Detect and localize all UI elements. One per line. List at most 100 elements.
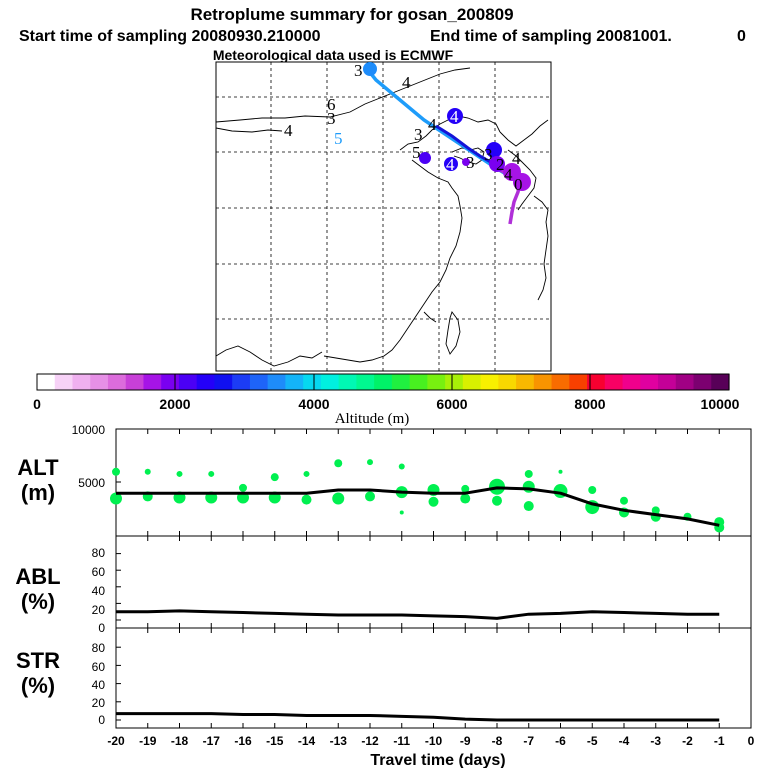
alt-scatter-point — [365, 491, 375, 502]
colorbar-tick: 0 — [33, 396, 41, 412]
trajectory-marker — [419, 152, 431, 164]
map-label: 3 — [484, 145, 493, 164]
x-tick-label: -17 — [203, 734, 221, 748]
trajectory-marker — [513, 173, 531, 191]
str-y-tick: 0 — [98, 713, 105, 727]
colorbar-tick: 10000 — [701, 396, 740, 412]
alt-scatter-point — [558, 469, 563, 474]
x-tick-label: -15 — [266, 734, 284, 748]
trajectory-markers — [363, 62, 531, 191]
alt-title: ALT — [17, 455, 59, 480]
alt-scatter-point — [239, 483, 247, 492]
alt-scatter-point — [144, 468, 151, 475]
map-label: 4 — [450, 107, 459, 126]
str-title: STR — [16, 648, 60, 673]
trajectory-marker — [447, 108, 463, 124]
colorbar-swatch — [658, 374, 677, 390]
map-label: 0 — [514, 175, 523, 194]
map-labels: 4 6 3 4 5 3 4 4 3 5 4 3 3 2 4 4 0 — [284, 61, 523, 194]
x-tick-label: -12 — [361, 734, 379, 748]
colorbar-swatch — [604, 374, 624, 390]
alt-y-tick: 5000 — [78, 476, 105, 490]
abl-y-tick: 80 — [92, 546, 106, 560]
colorbar-swatch — [249, 374, 269, 390]
trajectory-marker — [486, 142, 502, 158]
colorbar-swatch — [72, 374, 91, 390]
alt-scatter — [110, 459, 725, 533]
x-tick-label: -9 — [460, 734, 471, 748]
abl-y-tick: 60 — [92, 565, 106, 579]
abl-title: ABL — [15, 564, 60, 589]
alt-scatter-point — [176, 470, 183, 477]
map-label: 5 — [412, 143, 421, 162]
abl-y-ticks: 80 60 40 20 0 — [92, 546, 106, 635]
colorbar-swatch — [711, 374, 730, 390]
colorbar-tick: 2000 — [159, 396, 190, 412]
x-tick-label: -14 — [298, 734, 316, 748]
x-tick-label: -8 — [492, 734, 503, 748]
map-label: 4 — [512, 149, 521, 168]
colorbar-swatch — [675, 374, 695, 390]
map-label: 3 — [354, 61, 363, 80]
alt-scatter-point — [303, 470, 310, 477]
alt-scatter-point — [399, 510, 404, 515]
map-graticule — [216, 62, 551, 371]
colorbar-swatch — [533, 374, 553, 390]
colorbar-swatch — [214, 374, 233, 390]
colorbar-swatch — [356, 374, 375, 390]
colorbar-swatch — [303, 374, 322, 390]
end-time-suffix: 0 — [737, 28, 746, 45]
alt-scatter-point — [367, 459, 373, 466]
map-panel: 4 6 3 4 5 3 4 4 3 5 4 3 3 2 4 4 0 — [215, 61, 552, 372]
alt-scatter-point — [620, 496, 628, 505]
map-frame — [215, 61, 552, 372]
map-label: 3 — [466, 153, 475, 172]
alt-scatter-point — [492, 495, 502, 506]
colorbar-swatch — [391, 374, 411, 390]
map-label: 4 — [428, 115, 437, 134]
alt-scatter-point — [301, 494, 312, 505]
abl-y-tick: 40 — [92, 584, 106, 598]
colorbar-tick: 4000 — [298, 396, 329, 412]
time-series-panels: ALT (m) ABL (%) STR (%) 10000 5000 80 60… — [15, 423, 754, 768]
map-label: 5 — [334, 129, 343, 148]
end-time: End time of sampling 20081001. — [430, 28, 672, 45]
colorbar-swatch — [285, 374, 304, 390]
alt-scatter-point — [332, 492, 345, 505]
map-label: 4 — [504, 165, 513, 184]
alt-scatter-point — [270, 473, 279, 482]
x-tick-label: -13 — [330, 734, 348, 748]
series-line-str — [116, 712, 720, 722]
alt-scatter-point — [334, 459, 343, 468]
colorbar-swatch — [196, 374, 216, 390]
colorbar-swatch — [427, 374, 446, 390]
x-tick-label: -4 — [619, 734, 630, 748]
x-tick-label: -19 — [139, 734, 157, 748]
x-tick-label: -10 — [425, 734, 443, 748]
colorbar-swatch — [143, 374, 162, 390]
abl-unit: (%) — [21, 589, 55, 614]
alt-unit: (m) — [21, 480, 55, 505]
colorbar-swatch — [178, 374, 198, 390]
colorbar-swatch — [374, 374, 393, 390]
colorbar-tick: 6000 — [436, 396, 467, 412]
alt-scatter-point — [208, 470, 215, 477]
series-line-abl — [116, 609, 720, 620]
map-label: 4 — [446, 155, 455, 174]
colorbar-ticks: 0 2000 4000 6000 8000 10000 — [33, 396, 740, 412]
map-label: 6 — [327, 95, 336, 114]
colorbar-label: Altitude (m) — [335, 411, 410, 427]
panel-tick-marks — [115, 428, 752, 728]
map-coastlines — [216, 67, 549, 367]
map-trajectories: 4 6 3 4 5 3 4 4 3 5 4 3 3 2 4 4 0 — [284, 61, 531, 225]
colorbar-swatch — [516, 374, 535, 390]
x-tick-label: -3 — [650, 734, 661, 748]
x-tick-label: -2 — [682, 734, 693, 748]
colorbar-swatch — [232, 374, 251, 390]
series-line-alt — [116, 486, 720, 527]
trajectory-marker — [462, 158, 470, 166]
abl-y-tick: 0 — [98, 621, 105, 635]
alt-scatter-point — [112, 467, 120, 476]
colorbar: 0 2000 4000 6000 8000 10000 Altitude (m) — [33, 373, 740, 427]
